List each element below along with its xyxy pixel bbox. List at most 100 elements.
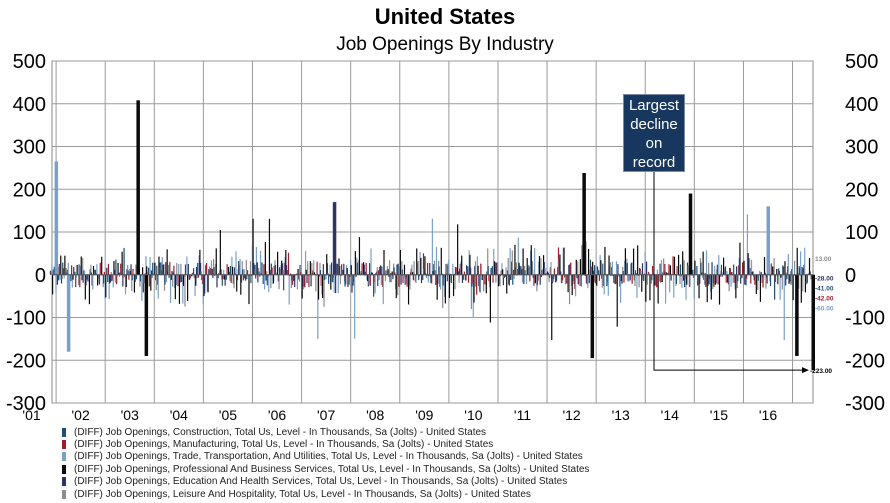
bar [709, 274, 711, 279]
bar [801, 267, 803, 275]
legend-label: (DIFF) Job Openings, Trade, Transportati… [74, 451, 583, 463]
bar [432, 271, 434, 275]
bar [624, 260, 626, 275]
bar [155, 274, 157, 291]
bar [446, 265, 448, 275]
bar [567, 274, 569, 293]
bar [554, 274, 556, 277]
bar [390, 272, 392, 275]
bar [166, 249, 168, 275]
bar [259, 250, 262, 275]
end-value-label-last: -223.00 [810, 368, 832, 375]
bar [540, 258, 542, 275]
bar [369, 274, 371, 286]
bar [154, 262, 156, 275]
bar [133, 273, 135, 275]
chart-subtitle: Job Openings By Industry [336, 34, 554, 55]
annotation-callout: Largest decline on record [623, 94, 685, 172]
bar [482, 274, 484, 277]
bar [322, 264, 324, 275]
bar [270, 274, 272, 289]
bar [666, 272, 668, 275]
bar [337, 274, 339, 293]
bar [92, 265, 95, 275]
bar [694, 260, 696, 275]
bar [518, 262, 520, 275]
bar [77, 274, 80, 285]
bar [88, 274, 91, 305]
bar [114, 269, 116, 275]
bar [90, 272, 92, 275]
bar [135, 274, 137, 280]
bar [471, 274, 474, 284]
bar [196, 274, 198, 279]
bar [577, 261, 579, 275]
bar [434, 270, 436, 275]
bar [550, 262, 552, 275]
bar [634, 274, 636, 287]
bar [230, 274, 232, 283]
bar [438, 266, 440, 275]
bar-notable [136, 100, 140, 275]
bar [375, 273, 377, 275]
bar [663, 271, 665, 275]
bar [596, 266, 599, 275]
bar [240, 274, 243, 283]
bar [724, 266, 727, 275]
bar [676, 266, 678, 275]
bar [347, 274, 349, 288]
bar [525, 274, 528, 285]
bar [118, 272, 120, 275]
bar [519, 265, 521, 275]
bar [171, 270, 173, 275]
bar [593, 274, 595, 282]
bar-notable [811, 274, 815, 371]
y-tick-label-right: 500 [845, 51, 878, 73]
bar [65, 267, 67, 275]
bar [570, 274, 573, 286]
bar [645, 261, 648, 275]
bar [162, 264, 164, 275]
bar [142, 274, 144, 293]
bar [521, 269, 523, 275]
bar [587, 248, 590, 275]
bar [167, 264, 170, 275]
bar [414, 274, 416, 282]
bar [127, 265, 129, 275]
bar [769, 274, 772, 287]
bar [243, 269, 245, 275]
bar [467, 266, 469, 275]
bar [298, 274, 301, 282]
bar [638, 274, 640, 288]
bar [59, 274, 61, 280]
bar [373, 274, 375, 297]
bar [336, 263, 338, 275]
bar [727, 274, 729, 283]
bar [728, 274, 730, 292]
x-tick-label: '16 [759, 407, 777, 423]
bar [346, 268, 348, 275]
bar [91, 274, 93, 286]
bar [777, 274, 779, 285]
bar [354, 251, 356, 275]
bar [521, 274, 523, 283]
bar [206, 262, 208, 275]
bar [514, 244, 516, 275]
legend-label: (DIFF) Job Openings, Manufacturing, Tota… [74, 439, 494, 451]
bar [398, 274, 400, 287]
bar [796, 247, 798, 275]
bar [343, 263, 345, 275]
bar [404, 274, 406, 285]
bar [194, 274, 196, 297]
bar [645, 274, 647, 302]
bar [790, 274, 792, 285]
bar [392, 274, 394, 280]
bar [340, 274, 342, 277]
bar [266, 274, 268, 286]
legend-item: (DIFF) Job Openings, Trade, Transportati… [62, 451, 589, 463]
bar [244, 274, 246, 279]
bar [330, 274, 332, 290]
x-tick-label: '02 [72, 407, 90, 423]
bar [371, 272, 373, 275]
bar [806, 274, 808, 283]
